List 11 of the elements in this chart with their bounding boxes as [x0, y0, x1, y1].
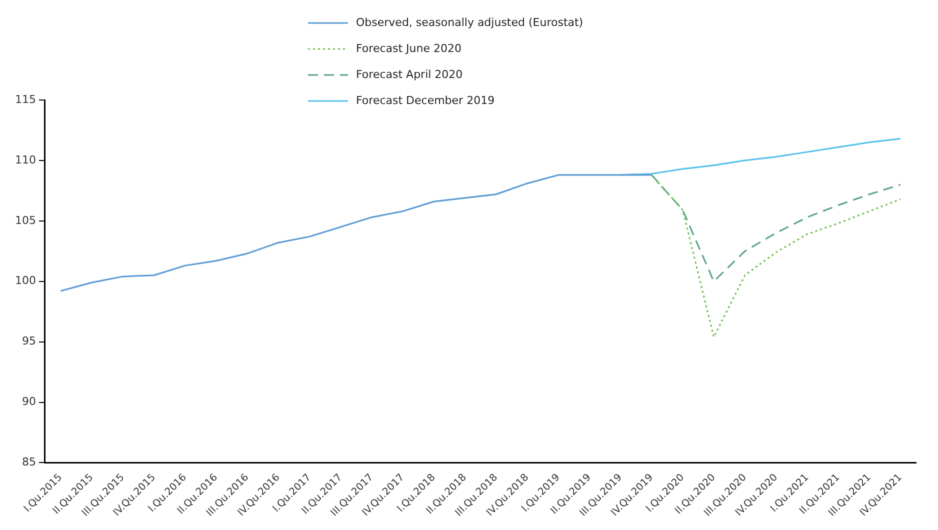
- y-tick-label: 95: [22, 334, 36, 348]
- y-tick-label: 90: [22, 395, 36, 408]
- legend-label: Forecast June 2020: [356, 42, 462, 55]
- y-tick-label: 100: [14, 274, 36, 288]
- y-tick-label: 105: [14, 214, 36, 227]
- y-tick-label: 110: [14, 153, 36, 166]
- y-tick-label: 85: [22, 456, 36, 469]
- legend-label: Forecast December 2019: [356, 94, 495, 107]
- y-tick-label: 115: [14, 92, 36, 106]
- legend-label: Forecast April 2020: [356, 68, 463, 81]
- legend-label: Observed, seasonally adjusted (Eurostat): [356, 16, 584, 29]
